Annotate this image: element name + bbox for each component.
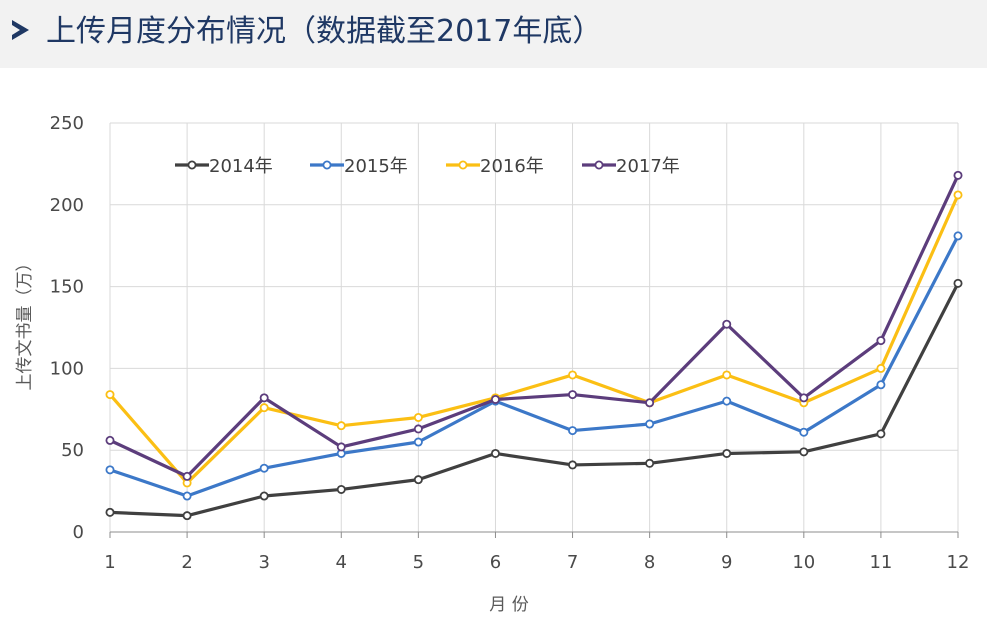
x-tick-label: 4 xyxy=(336,552,347,573)
data-point xyxy=(645,458,655,468)
chart-series xyxy=(105,170,963,521)
legend-item: 2014年 xyxy=(175,156,273,177)
data-point xyxy=(182,511,192,521)
data-point xyxy=(722,370,732,380)
data-point xyxy=(413,424,423,434)
data-point xyxy=(568,390,578,400)
series-line xyxy=(109,235,960,498)
legend-marker-icon xyxy=(187,160,197,170)
data-point xyxy=(953,278,963,288)
x-tick-label: 9 xyxy=(721,552,732,573)
chart-grid xyxy=(109,122,959,533)
series-line xyxy=(108,194,960,485)
data-point xyxy=(413,437,423,447)
y-tick-label: 200 xyxy=(50,195,84,216)
data-point xyxy=(722,319,732,329)
data-point xyxy=(876,336,886,346)
legend-label: 2015年 xyxy=(344,156,408,177)
series-2 xyxy=(105,231,963,501)
data-point xyxy=(182,491,192,501)
data-point xyxy=(490,394,500,404)
legend-item: 2016年 xyxy=(446,156,544,177)
legend-item: 2017年 xyxy=(582,156,680,177)
x-tick-label: 3 xyxy=(258,552,269,573)
legend-label: 2016年 xyxy=(480,156,544,177)
x-tick-label: 8 xyxy=(644,552,655,573)
data-point xyxy=(105,390,115,400)
bullet-arrow-icon xyxy=(12,20,29,40)
chart-legend: 2014年 2015年 2016年 2017年 xyxy=(175,156,680,177)
x-tick-label: 11 xyxy=(869,552,892,573)
legend-item: 2015年 xyxy=(310,156,408,177)
legend-label: 2014年 xyxy=(209,156,273,177)
legend-marker-icon xyxy=(458,160,468,170)
y-tick-label: 100 xyxy=(50,358,84,379)
page-title: 上传月度分布情况（数据截至2017年底） xyxy=(46,14,603,49)
legend-marker-icon xyxy=(594,160,604,170)
x-tick-label: 5 xyxy=(413,552,424,573)
legend-label: 2017年 xyxy=(616,156,680,177)
data-point xyxy=(105,435,115,445)
data-point xyxy=(336,442,346,452)
y-tick-label: 50 xyxy=(61,440,84,461)
series-3 xyxy=(105,190,963,488)
data-point xyxy=(105,507,115,517)
data-point xyxy=(645,398,655,408)
data-point xyxy=(722,448,732,458)
data-point xyxy=(413,475,423,485)
data-point xyxy=(799,427,809,437)
data-point xyxy=(336,421,346,431)
data-point xyxy=(259,403,269,413)
data-point xyxy=(876,380,886,390)
data-point xyxy=(722,396,732,406)
series-line xyxy=(109,174,960,478)
data-point xyxy=(953,231,963,241)
data-point xyxy=(105,465,115,475)
legend-marker-icon xyxy=(322,160,332,170)
data-point xyxy=(799,393,809,403)
y-tick-label: 0 xyxy=(73,522,84,543)
data-point xyxy=(568,370,578,380)
data-point xyxy=(490,448,500,458)
y-axis-title: 上传文书量（万） xyxy=(15,255,35,391)
data-point xyxy=(876,363,886,373)
data-point xyxy=(259,491,269,501)
y-tick-label: 150 xyxy=(50,277,84,298)
series-line xyxy=(109,282,960,518)
x-tick-label: 10 xyxy=(792,552,815,573)
data-point xyxy=(645,419,655,429)
slide-header: 上传月度分布情况（数据截至2017年底） xyxy=(0,0,987,68)
data-point xyxy=(413,412,423,422)
data-point xyxy=(568,426,578,436)
x-tick-label: 2 xyxy=(181,552,192,573)
data-point xyxy=(953,170,963,180)
x-tick-label: 12 xyxy=(947,552,970,573)
series-1 xyxy=(105,278,963,521)
x-tick-label: 6 xyxy=(490,552,501,573)
data-point xyxy=(259,393,269,403)
data-point xyxy=(259,463,269,473)
data-point xyxy=(336,484,346,494)
x-tick-label: 7 xyxy=(567,552,578,573)
data-point xyxy=(953,190,963,200)
y-tick-label: 250 xyxy=(50,113,84,134)
x-tick-label: 1 xyxy=(104,552,115,573)
x-axis-title: 月 份 xyxy=(489,595,528,615)
data-point xyxy=(182,471,192,481)
data-point xyxy=(876,429,886,439)
series-4 xyxy=(105,170,963,481)
data-point xyxy=(568,460,578,470)
data-point xyxy=(799,447,809,457)
